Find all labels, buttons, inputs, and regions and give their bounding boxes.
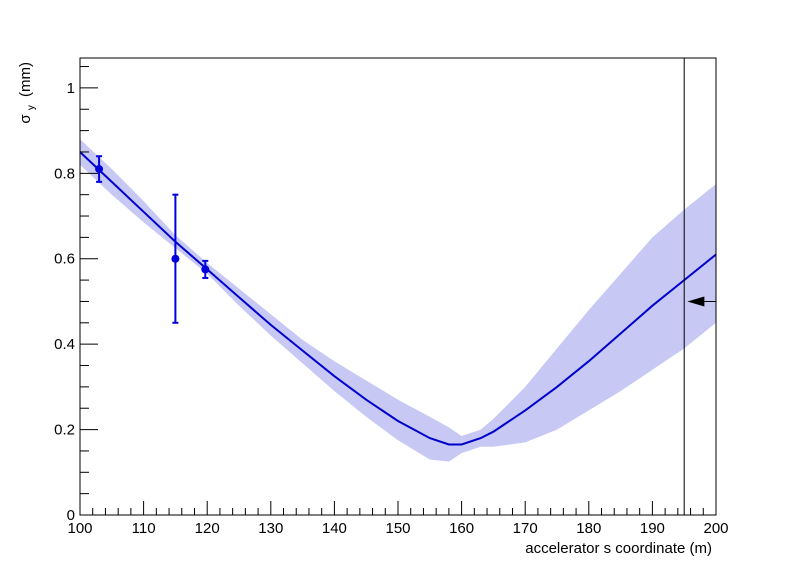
x-tick-label: 170	[513, 520, 538, 537]
x-tick-label: 160	[449, 520, 474, 537]
y-tick-label: 0.8	[54, 165, 75, 182]
fit-line	[79, 151, 717, 446]
y-axis-title: σ y (mm)	[17, 62, 38, 124]
y-tick-label: 0.2	[54, 422, 75, 439]
data-points-layer	[95, 155, 210, 324]
x-axis-title: accelerator s coordinate (m)	[525, 540, 712, 557]
fit-line-layer	[79, 151, 717, 446]
x-tick-label: 180	[576, 520, 601, 537]
error-band	[80, 139, 716, 462]
x-tick-label: 200	[703, 520, 728, 537]
y-tick-label: 0	[67, 507, 75, 524]
data-point-1	[95, 165, 104, 174]
x-tick-label: 100	[67, 520, 92, 537]
x-axis-ticks: 100 110 120 130 140 150 160 170 180 190 200	[67, 501, 729, 537]
data-point-3	[201, 265, 210, 274]
x-tick-label: 110	[132, 520, 156, 537]
x-tick-label: 140	[322, 520, 347, 537]
data-point-2	[171, 254, 180, 263]
y-tick-label: 0.6	[54, 251, 75, 268]
y-axis-title-subscript: y	[26, 105, 37, 110]
y-axis-ticks: 0 0.2 0.4 0.6 0.8 1	[54, 66, 98, 524]
marker-layer	[683, 58, 716, 515]
arrow-head	[687, 296, 705, 307]
y-tick-label: 1	[67, 80, 75, 97]
x-tick-label: 120	[195, 520, 220, 537]
x-tick-label: 150	[385, 520, 410, 537]
y-axis-title-symbol: σ	[17, 114, 34, 124]
error-band-layer	[80, 139, 716, 462]
y-tick-label: 0.4	[54, 336, 75, 353]
x-tick-label: 130	[258, 520, 283, 537]
x-tick-label: 190	[640, 520, 665, 537]
y-axis-title-unit: (mm)	[17, 62, 34, 97]
